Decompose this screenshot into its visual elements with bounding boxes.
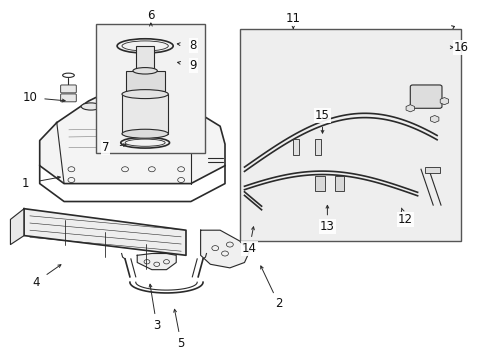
Ellipse shape [122,129,168,138]
Bar [334,176,344,191]
Bar [239,30,461,241]
Polygon shape [10,209,24,244]
Polygon shape [40,98,224,184]
FancyBboxPatch shape [61,85,76,93]
Ellipse shape [81,103,101,110]
Ellipse shape [122,90,168,99]
Text: 14: 14 [242,242,256,255]
Text: 16: 16 [453,41,468,54]
Bar [315,176,325,191]
FancyBboxPatch shape [61,94,76,102]
Bar [424,167,439,173]
Bar [136,46,154,69]
Text: 11: 11 [285,12,300,25]
Text: 10: 10 [22,91,37,104]
Polygon shape [24,209,185,255]
FancyBboxPatch shape [409,85,441,108]
Polygon shape [137,253,176,270]
Text: 1: 1 [21,177,29,190]
Bar [122,94,168,134]
Text: 12: 12 [397,213,412,226]
Circle shape [417,178,422,182]
Bar [96,24,205,153]
Ellipse shape [133,68,157,74]
Text: 4: 4 [32,276,40,289]
Text: 3: 3 [153,319,160,332]
Circle shape [441,41,447,46]
Text: 8: 8 [189,39,197,52]
Text: 7: 7 [102,141,109,154]
Text: 5: 5 [177,337,184,350]
Bar [292,139,298,155]
Bar [125,71,164,90]
Text: 15: 15 [314,109,329,122]
Text: 2: 2 [274,297,282,310]
Text: 6: 6 [147,9,154,22]
Text: 13: 13 [319,220,334,233]
Bar [314,139,320,155]
Polygon shape [200,230,249,268]
Text: 9: 9 [189,59,197,72]
